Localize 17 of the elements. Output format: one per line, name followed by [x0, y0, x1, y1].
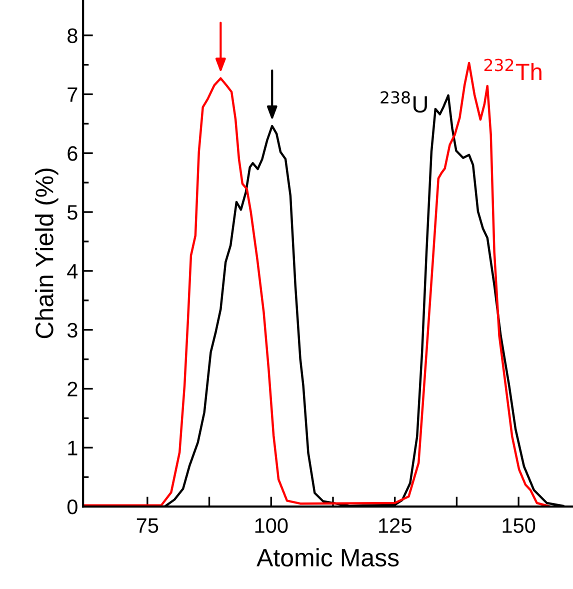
- x-tick-label: 150: [502, 518, 536, 533]
- y-tick-label: 3: [67, 322, 78, 338]
- y-tick-label: 1: [68, 440, 78, 456]
- x-tick-label: 125: [379, 518, 412, 533]
- x-axis-title: Atomic Mass: [256, 548, 399, 567]
- x-tick-label: 75: [136, 518, 158, 533]
- y-tick-label: 4: [67, 264, 78, 278]
- y-tick-label: 5: [67, 205, 78, 220]
- series-label: $^{232}$Th: [484, 58, 542, 80]
- y-tick-label: 0: [67, 500, 78, 514]
- y-tick-label: 7: [68, 87, 78, 102]
- y-tick-label: 2: [68, 382, 78, 396]
- y-tick-label: 6: [68, 146, 78, 161]
- y-axis-title: Chain Yield (%): [35, 168, 58, 338]
- x-tick-label: 100: [255, 518, 288, 533]
- y-tick-label: 8: [68, 28, 78, 44]
- series-label: $^{238}$U: [380, 91, 427, 113]
